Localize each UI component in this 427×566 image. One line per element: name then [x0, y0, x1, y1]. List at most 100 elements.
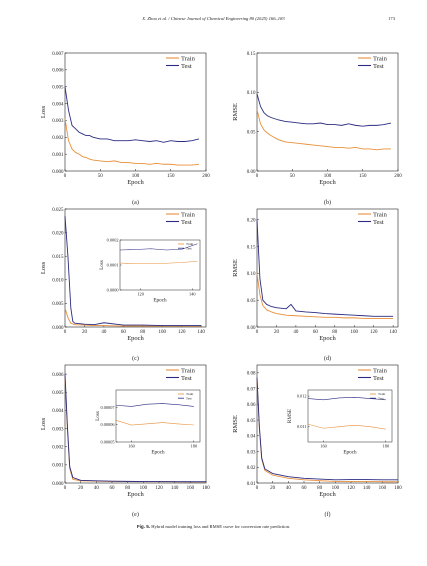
chart-c-ytick-label: 0.020 [52, 231, 64, 236]
chart-d-ytick-label: 0.20 [247, 218, 256, 223]
chart-b-series-train [256, 109, 391, 151]
chart-c-ylabel: Loss [40, 261, 47, 274]
chart-c-xtick-label: 120 [178, 330, 186, 335]
chart-e-xtick-label: 140 [171, 486, 179, 491]
chart-f-xtick-label: 120 [347, 486, 355, 491]
chart-f-inset-legend-label-test: Test [378, 396, 384, 400]
chart-b-series-test [256, 93, 392, 127]
chart-e-inset-xlabel: Epoch [151, 450, 165, 456]
chart-b-ytick-label: 0.00 [247, 170, 256, 175]
chart-f-ytick-label: 0.08 [247, 372, 256, 377]
chart-c-xtick-label: 0 [64, 330, 67, 335]
chart-f-inset-ytick-label: 0.011 [297, 424, 307, 429]
chart-c-xtick-label: 60 [121, 330, 127, 335]
chart-d-xtick-label: 20 [274, 330, 280, 335]
chart-a-ytick-label: 0.004 [52, 102, 64, 107]
chart-b-xlabel: Epoch [319, 179, 336, 186]
chart-e-inset-frame [115, 389, 201, 443]
chart-a-xtick-label: 50 [98, 174, 104, 179]
chart-e-ytick-label: 0.004 [52, 409, 64, 414]
chart-c-inset-ytick-label: 0.0002 [107, 238, 119, 243]
chart-e-xtick-label: 120 [155, 486, 163, 491]
chart-d-legend-label-train: Train [373, 211, 388, 218]
chart-e-ytick-label: 0.003 [52, 427, 64, 432]
chart-e-xtick-label: 40 [94, 486, 100, 491]
chart-e-series-test [64, 374, 206, 483]
chart-f-xtick-label: 160 [379, 486, 387, 491]
chart-a-xtick-label: 200 [202, 174, 210, 179]
chart-e-xtick-label: 60 [110, 486, 116, 491]
chart-c-inset-xlabel: Epoch [153, 298, 167, 304]
chart-d-xtick-label: 120 [370, 330, 378, 335]
chart-e-inset-xtick-label: 160 [128, 443, 134, 448]
page-header: X. Zhou et al. / Chinese Journal of Chem… [0, 14, 427, 26]
subfigure-f: 0 20 40 60 80 100 120 140 160 180 0.01 0.02 0.03 0.04… [220, 358, 420, 520]
caption-label: Fig. 5. [136, 524, 151, 529]
chart-e-inset-ytick-label: 0.00006 [101, 422, 116, 427]
page-number: 173 [388, 16, 395, 21]
chart-a-xtick-label: 100 [132, 174, 140, 179]
chart-d-xtick-label: 80 [332, 330, 338, 335]
chart-e-xtick-label: 100 [140, 486, 148, 491]
chart-b-svg: 0 50 100 150 200 0.00 0.05 0.10 0.15 Epoch RMSE Tra… [232, 52, 402, 206]
chart-f-ytick-label: 0.02 [247, 466, 256, 471]
chart-e-inset-ytick-label: 0.00005 [101, 440, 115, 445]
chart-a-svg: 0 50 100 150 200 0.000 0.001 0.002 0.003 0.004 0.0… [40, 52, 210, 206]
chart-f-xtick-label: 180 [394, 486, 402, 491]
subfigure-d: 0 20 40 60 80 100 120 140 0.00 0.05 0.10 0.15 0.20 Ep… [220, 202, 420, 364]
chart-c-xtick-label: 80 [140, 330, 146, 335]
chart-f-inset-frame [307, 389, 393, 443]
chart-e-ytick-label: 0.001 [52, 464, 64, 469]
chart-c-inset-group: 120 140 0.0000 0.0001 0.0002 Epoch Loss TrainTe… [99, 238, 201, 304]
chart-d-xtick-label: 60 [313, 330, 319, 335]
chart-e-inset-ylabel: Loss [95, 411, 101, 421]
chart-e-xtick-label: 80 [125, 486, 130, 491]
chart-b-legend-label-test: Test [373, 63, 384, 70]
chart-f-ytick-label: 0.04 [247, 435, 256, 440]
chart-e-ylabel: Loss [40, 417, 47, 430]
chart-c-ytick-label: 0.000 [52, 326, 64, 331]
chart-e-xtick-label: 160 [187, 486, 195, 491]
chart-f-xtick-label: 0 [256, 486, 259, 491]
chart-a-ytick-label: 0.000 [52, 170, 64, 175]
chart-b-ytick-label: 0.10 [247, 91, 256, 96]
chart-c-sublabel: (c) [132, 355, 139, 362]
chart-f-xtick-label: 140 [363, 486, 371, 491]
chart-f-inset-xtick-label: 160 [320, 443, 326, 448]
chart-b-xtick-label: 150 [359, 174, 367, 179]
chart-d-series-train [256, 273, 394, 319]
chart-a-ytick-label: 0.002 [52, 136, 64, 141]
chart-f-xlabel: Epoch [319, 491, 336, 498]
chart-d-sublabel: (d) [324, 355, 331, 362]
chart-c-xtick-label: 40 [101, 330, 107, 335]
chart-c-inset-legend-label-train: Train [186, 242, 194, 246]
chart-a-legend-label-train: Train [181, 55, 196, 62]
chart-f-series-test [256, 377, 398, 481]
chart-a-ytick-label: 0.006 [52, 69, 64, 74]
chart-e-inset-series-test [115, 403, 194, 407]
chart-e-svg: 0 20 40 60 80 100 120 140 160 180 0.000 0.001 0.002 0… [40, 364, 210, 518]
chart-f-legend-label-test: Test [373, 375, 384, 382]
chart-f-xtick-label: 100 [332, 486, 340, 491]
journal-citation: X. Zhou et al. / Chinese Journal of Chem… [142, 16, 285, 21]
chart-a-ylabel: Loss [40, 105, 47, 118]
caption-text: Hybrid model training loss and RMSE curv… [151, 524, 291, 529]
chart-e-inset-group: 160 180 0.00005 0.00006 0.00007 Epoch Loss Trai… [95, 389, 201, 456]
chart-b-xtick-label: 50 [290, 174, 296, 179]
chart-c-legend-label-test: Test [181, 219, 192, 226]
chart-c-inset-frame [119, 239, 201, 291]
chart-c-ytick-label: 0.010 [52, 279, 64, 284]
chart-c-inset-ylabel: Loss [99, 260, 105, 270]
chart-f-ytick-label: 0.01 [247, 482, 256, 487]
chart-a-sublabel: (a) [132, 199, 139, 206]
chart-a-xlabel: Epoch [127, 179, 144, 186]
chart-b-ylabel: RMSE [232, 103, 239, 121]
chart-a-legend-label-test: Test [181, 63, 192, 70]
chart-f-svg: 0 20 40 60 80 100 120 140 160 180 0.01 0.02 0.03 0.04… [232, 364, 402, 518]
chart-f-sublabel: (f) [325, 511, 331, 518]
chart-c-xtick-label: 140 [197, 330, 205, 335]
